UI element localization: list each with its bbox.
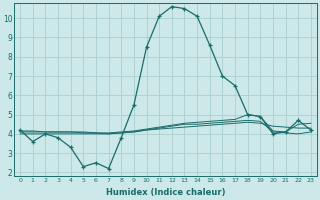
X-axis label: Humidex (Indice chaleur): Humidex (Indice chaleur): [106, 188, 225, 197]
